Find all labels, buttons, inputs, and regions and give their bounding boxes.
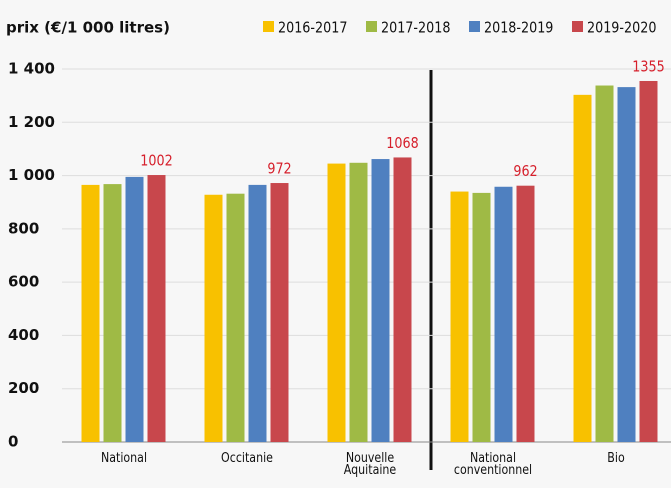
y-tick-label: 0 [8, 433, 18, 451]
bar [494, 186, 513, 442]
bar [226, 193, 245, 442]
x-tick-label: National conventionnel [453, 451, 532, 478]
bar [147, 175, 166, 442]
data-label: 972 [267, 160, 291, 177]
bar [327, 163, 346, 442]
bar [595, 85, 614, 443]
bar [81, 184, 100, 442]
bar [103, 184, 122, 442]
y-tick-label: 1 000 [8, 166, 55, 184]
data-label: 1068 [386, 135, 418, 152]
legend-label: 2019-2020 [587, 19, 656, 36]
bar [371, 159, 390, 442]
y-tick-label: 1 200 [8, 113, 55, 131]
x-tick-label: Bio [606, 451, 625, 466]
legend-label: 2016-2017 [278, 19, 347, 36]
data-label: 1002 [140, 152, 172, 169]
bar [125, 176, 144, 442]
y-tick-label: 200 [8, 379, 39, 397]
x-tick-label: National [100, 451, 147, 466]
bar [617, 87, 636, 443]
bar [393, 157, 412, 442]
x-tick-label: Occitanie [220, 451, 273, 466]
x-tick-label: Nouvelle Aquitaine [343, 451, 396, 478]
legend-label: 2018-2019 [484, 19, 553, 36]
y-tick-label: 600 [8, 273, 39, 291]
bar [248, 184, 267, 442]
legend-swatch [572, 21, 583, 32]
data-label: 1355 [632, 58, 664, 75]
y-tick-label: 400 [8, 326, 39, 344]
bar [270, 183, 289, 442]
bar [516, 185, 535, 442]
y-tick-label: 800 [8, 219, 39, 237]
bar [472, 192, 491, 442]
y-tick-label: 1 400 [8, 60, 55, 78]
bar [349, 162, 368, 443]
bar [573, 94, 592, 443]
bar [450, 191, 469, 442]
legend-swatch [366, 21, 377, 32]
data-label: 962 [513, 163, 537, 180]
legend-swatch [469, 21, 480, 32]
legend-swatch [263, 21, 274, 32]
bar [204, 194, 223, 442]
chart-title: prix (€/1 000 litres) [6, 19, 170, 37]
bar [639, 80, 658, 442]
legend-label: 2017-2018 [381, 19, 450, 36]
